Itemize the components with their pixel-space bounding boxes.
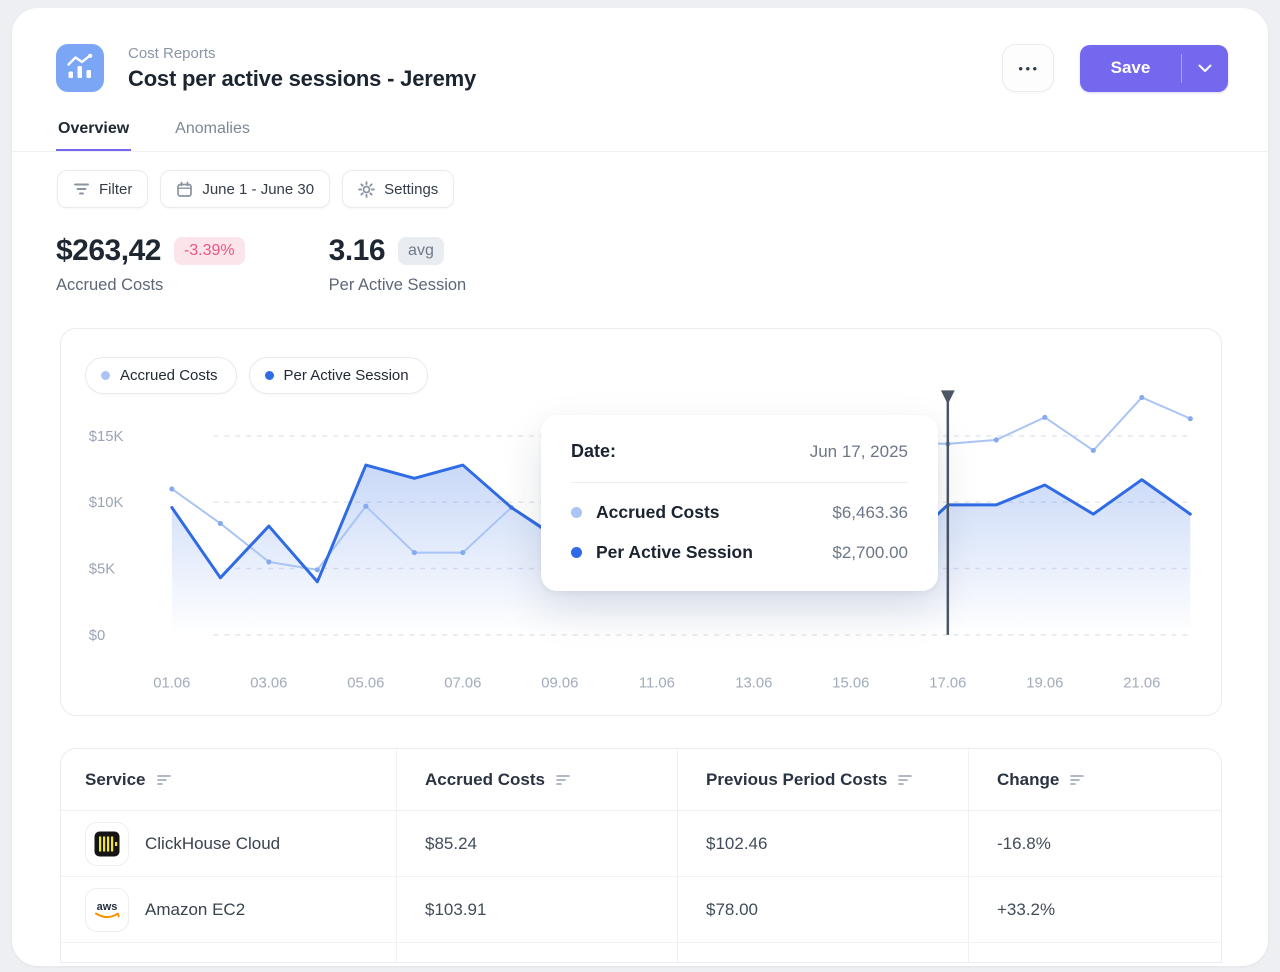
breadcrumb: Cost Reports — [128, 44, 216, 62]
clickhouse-logo-icon — [85, 821, 129, 866]
sort-icon[interactable] — [556, 774, 570, 786]
service-name: ClickHouse Cloud — [145, 833, 281, 853]
series-dot-icon — [571, 507, 582, 518]
tab-anomalies[interactable]: Anomalies — [175, 120, 250, 137]
series-dot-icon — [264, 371, 274, 380]
service-name: Amazon EC2 — [145, 899, 246, 919]
svg-text:21.06: 21.06 — [1123, 675, 1160, 691]
kpi-accrued-costs: $263,42 -3.39% Accrued Costs — [56, 234, 245, 295]
column-header-service[interactable]: Service — [61, 749, 396, 810]
tooltip-row-per-active-session: Per Active Session $2,700.00 — [571, 542, 908, 563]
save-divider — [1181, 53, 1182, 83]
services-table: Service Accrued Costs Previous Period Co… — [60, 748, 1222, 963]
tooltip-series-value: $2,700.00 — [832, 542, 908, 562]
gear-icon — [358, 180, 375, 198]
svg-text:$5K: $5K — [89, 561, 115, 577]
previous-period-costs-cell: $102.46 — [677, 811, 968, 876]
toolbar: Filter June 1 - June 30 Settings — [57, 170, 455, 208]
table-row-amazon-ec2: aws Amazon EC2 $103.91 $78.00 +33.2% — [61, 877, 1221, 943]
page-title: Cost per active sessions - Jeremy — [128, 65, 477, 91]
svg-text:11.06: 11.06 — [639, 675, 675, 691]
tooltip-series-label: Accrued Costs — [596, 502, 720, 522]
kpi-change-badge: -3.39% — [173, 237, 245, 265]
table-row-clickhouse-cloud: ClickHouse Cloud $85.24 $102.46 -16.8% — [61, 811, 1221, 877]
series-dot-icon — [101, 371, 110, 380]
svg-text:$10K: $10K — [89, 495, 124, 511]
tooltip-divider — [571, 482, 908, 483]
tab-bar: Overview Anomalies — [56, 118, 252, 152]
svg-text:17.06: 17.06 — [929, 675, 966, 691]
chart-card: $15K $10K $5K $0 01.06 03.06 05.06 07.06 09.06 11… — [60, 328, 1222, 716]
series-dot-icon — [571, 547, 582, 558]
svg-text:$0: $0 — [89, 628, 106, 644]
save-split-button: Save — [1080, 44, 1228, 92]
calendar-icon — [177, 181, 193, 197]
svg-text:03.06: 03.06 — [250, 675, 287, 691]
tab-overview[interactable]: Overview — [56, 118, 132, 152]
save-dropdown-button[interactable] — [1182, 45, 1228, 92]
settings-label: Settings — [384, 180, 439, 198]
header: Cost Reports Cost per active sessions - … — [56, 44, 1228, 108]
kpi-avg-badge: avg — [398, 237, 444, 265]
change-cell: +33.2% — [968, 877, 1221, 942]
chevron-down-icon — [1198, 64, 1212, 72]
svg-text:15.06: 15.06 — [832, 675, 869, 691]
kpi-row: $263,42 -3.39% Accrued Costs 3.16 avg Pe… — [56, 234, 466, 295]
service-cell: ClickHouse Cloud — [61, 811, 396, 876]
column-header-change[interactable]: Change — [968, 749, 1221, 810]
tooltip-date-value: Jun 17, 2025 — [809, 442, 908, 461]
svg-text:05.06: 05.06 — [347, 675, 384, 691]
more-button[interactable]: ••• — [1002, 44, 1054, 92]
date-range-button[interactable]: June 1 - June 30 — [160, 170, 331, 208]
tabs-divider — [12, 151, 1268, 152]
change-cell: -16.8% — [968, 811, 1221, 876]
accrued-costs-cell: $85.24 — [396, 811, 677, 876]
previous-period-costs-cell: $78.00 — [677, 877, 968, 942]
legend-chip-accrued-costs[interactable]: Accrued Costs — [85, 357, 237, 394]
chart-glyph-icon — [67, 53, 93, 78]
svg-text:$15K: $15K — [89, 429, 124, 445]
kpi-per-active-session: 3.16 avg Per Active Session — [329, 234, 467, 295]
svg-text:01.06: 01.06 — [153, 675, 190, 691]
svg-text:aws: aws — [97, 901, 118, 913]
tooltip-series-value: $6,463.36 — [832, 502, 908, 522]
table-header-row: Service Accrued Costs Previous Period Co… — [61, 749, 1221, 811]
chart-legend: Accrued Costs Per Active Session — [85, 357, 428, 394]
table-row-partial — [61, 943, 1221, 962]
kpi-value: $263,42 — [56, 234, 161, 267]
tooltip-date-label: Date: — [571, 441, 617, 461]
accrued-costs-cell: $103.91 — [396, 877, 677, 942]
tooltip-row-accrued-costs: Accrued Costs $6,463.36 — [571, 502, 908, 523]
chart-tooltip: Date: Jun 17, 2025 Accrued Costs $6,463.… — [541, 415, 938, 591]
service-cell: aws Amazon EC2 — [61, 877, 396, 942]
filter-label: Filter — [99, 180, 133, 198]
filter-button[interactable]: Filter — [57, 170, 149, 208]
svg-text:07.06: 07.06 — [444, 675, 481, 691]
sort-icon[interactable] — [1070, 774, 1085, 786]
sort-icon[interactable] — [156, 774, 171, 786]
app-card: Cost Reports Cost per active sessions - … — [12, 8, 1268, 966]
kpi-label: Accrued Costs — [56, 276, 164, 294]
date-range-label: June 1 - June 30 — [202, 180, 315, 198]
settings-button[interactable]: Settings — [342, 170, 455, 208]
save-button[interactable]: Save — [1080, 45, 1181, 92]
legend-label: Accrued Costs — [120, 367, 218, 384]
filter-icon — [74, 183, 89, 195]
tooltip-series-label: Per Active Session — [596, 542, 753, 562]
svg-text:09.06: 09.06 — [541, 675, 578, 691]
cost-reports-app-icon — [56, 44, 104, 92]
column-header-previous-period-costs[interactable]: Previous Period Costs — [677, 749, 968, 810]
column-header-accrued-costs[interactable]: Accrued Costs — [396, 749, 677, 810]
sort-icon[interactable] — [898, 774, 913, 786]
aws-logo-icon: aws — [85, 887, 129, 932]
kpi-label: Per Active Session — [328, 276, 467, 294]
ellipsis-icon: ••• — [1018, 60, 1040, 76]
legend-chip-per-active-session[interactable]: Per Active Session — [248, 357, 428, 394]
svg-text:19.06: 19.06 — [1026, 675, 1063, 691]
kpi-value: 3.16 — [328, 234, 386, 267]
svg-text:13.06: 13.06 — [735, 675, 772, 691]
legend-label: Per Active Session — [283, 367, 409, 384]
